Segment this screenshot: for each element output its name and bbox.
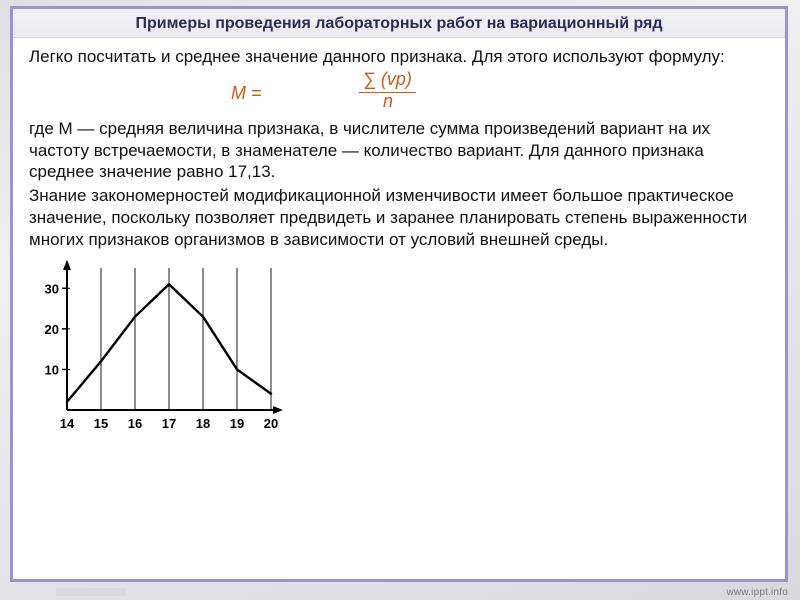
svg-text:19: 19 (230, 416, 244, 431)
decorative-bar (56, 588, 126, 596)
variation-chart: 10 20 30 14 15 16 17 18 19 20 (25, 256, 769, 442)
svg-text:16: 16 (128, 416, 142, 431)
svg-text:15: 15 (94, 416, 108, 431)
footer-site: www.ippt.info (726, 587, 788, 598)
formula-m: M = (231, 82, 262, 105)
svg-text:14: 14 (60, 416, 75, 431)
svg-text:18: 18 (196, 416, 210, 431)
paragraph-3: Знание закономерностей модификационной и… (29, 185, 769, 250)
formula-den: n (383, 90, 393, 113)
slide-body: Легко посчитать и среднее значение данно… (13, 38, 785, 450)
slide-frame: Примеры проведения лабораторных работ на… (10, 6, 788, 582)
svg-text:10: 10 (45, 363, 59, 378)
svg-text:17: 17 (162, 416, 176, 431)
slide-title: Примеры проведения лабораторных работ на… (13, 9, 785, 38)
paragraph-2: где M — средняя величина признака, в чис… (29, 118, 769, 183)
formula: M = ∑ (vp) n (29, 70, 769, 116)
paragraph-1: Легко посчитать и среднее значение данно… (29, 46, 769, 68)
svg-text:20: 20 (45, 322, 59, 337)
svg-text:20: 20 (264, 416, 278, 431)
svg-text:30: 30 (45, 282, 59, 297)
